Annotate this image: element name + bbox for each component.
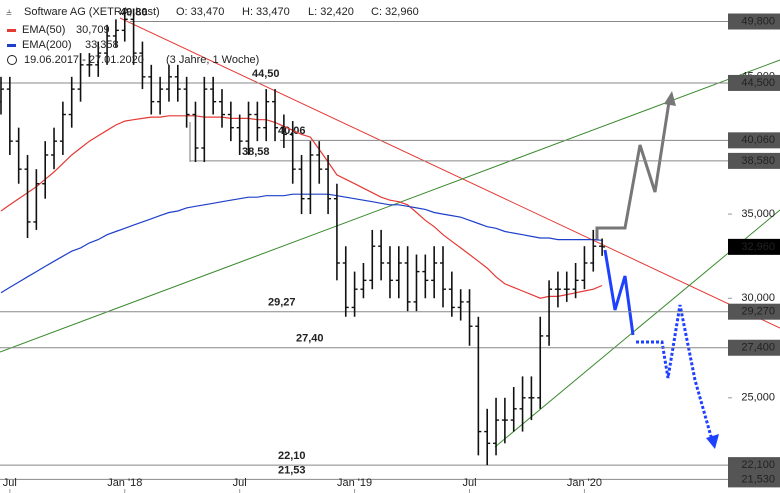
quote-low: L: 32,420 <box>308 6 354 18</box>
quote-close: C: 32,960 <box>371 6 419 18</box>
period: 19.06.2017 - 27.01.2020 <box>24 54 144 66</box>
level-line-label: 38,58 <box>242 146 270 158</box>
y-tick-label: 30,000 <box>741 292 775 304</box>
projection-arrow <box>636 304 714 441</box>
trend-line <box>0 59 780 353</box>
legend-label: EMA(200) <box>22 39 72 51</box>
level-box <box>728 152 780 169</box>
ema-line <box>0 115 603 299</box>
clock-icon <box>7 55 17 65</box>
chart-title: Software AG (XETRA, Last) <box>24 6 160 18</box>
drawings <box>0 17 780 480</box>
level-label: 27,400 <box>741 342 775 354</box>
level-line-label: 44,50 <box>252 68 280 80</box>
level-label: 21,530 <box>741 473 775 485</box>
legend-swatch <box>7 29 16 32</box>
level-line-label: 27,40 <box>296 333 324 345</box>
level-line-label: 21,53 <box>278 464 306 476</box>
x-tick-label: Jul <box>3 477 17 489</box>
level-box <box>728 13 780 30</box>
header: ⫨ Software AG (XETRA, Last) O: 33,470 H:… <box>6 6 419 66</box>
x-tick-label: Jan '20 <box>567 477 602 489</box>
level-label: 38,580 <box>741 155 775 167</box>
level-box <box>728 303 780 320</box>
level-label: 29,270 <box>741 306 775 318</box>
period-note: (3 Jahre, 1 Woche) <box>166 54 259 66</box>
y-tick-label: 25,000 <box>741 392 775 404</box>
quote-high: H: 33,470 <box>242 6 290 18</box>
level-label: 22,100 <box>741 459 775 471</box>
arrow-head <box>706 434 719 449</box>
y-tick-label: 35,000 <box>741 208 775 220</box>
level-box <box>728 132 780 149</box>
legend-label: EMA(50) <box>22 24 65 36</box>
quote-open: O: 33,470 <box>176 6 224 18</box>
level-label: 49,800 <box>741 15 775 27</box>
level-box <box>728 339 780 356</box>
legend-value: 33,358 <box>85 39 119 51</box>
last-label: 32,960 <box>741 241 775 253</box>
arrow-head <box>664 91 676 106</box>
level-box <box>728 471 780 488</box>
level-label: 44,500 <box>741 77 775 89</box>
x-tick-label: Jul <box>233 477 247 489</box>
level-line-label: 29,27 <box>268 297 296 309</box>
x-tick-label: Jul <box>462 477 476 489</box>
trend-line <box>119 17 780 329</box>
last-box <box>728 238 780 255</box>
legend-value: 30,709 <box>76 24 110 36</box>
legend-swatch <box>7 44 16 47</box>
level-box <box>728 74 780 91</box>
level-box <box>728 457 780 474</box>
x-tick-label: Jan '18 <box>107 477 142 489</box>
level-label: 40,060 <box>741 134 775 146</box>
x-tick-label: Jan '19 <box>337 477 372 489</box>
projection-arrow <box>603 249 635 336</box>
level-line-label: 22,10 <box>278 450 306 462</box>
icon: ⫨ <box>6 7 12 18</box>
projection-arrow <box>595 101 671 240</box>
